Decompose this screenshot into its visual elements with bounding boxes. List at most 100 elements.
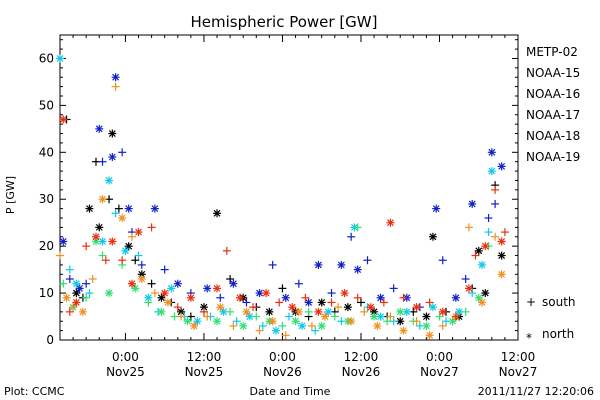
data-point-north xyxy=(98,195,107,204)
data-point-north xyxy=(239,321,248,330)
hemisphere-legend: + south * north xyxy=(526,295,576,345)
data-point-north xyxy=(137,275,146,283)
data-point-north xyxy=(265,307,274,316)
y-tick-label: 0 xyxy=(46,333,54,347)
data-point-north xyxy=(386,218,395,227)
data-point-north xyxy=(134,228,143,237)
data-point-south xyxy=(438,256,447,265)
data-point-south xyxy=(252,312,261,321)
data-point-north xyxy=(497,162,506,171)
data-point-north xyxy=(262,289,271,298)
y-tick-label: 50 xyxy=(39,98,54,112)
data-point-north xyxy=(474,293,483,302)
data-point-south xyxy=(379,298,388,307)
data-point-south xyxy=(222,246,231,255)
x-axis: 0:00Nov2512:00Nov250:00Nov2612:00Nov260:… xyxy=(59,35,538,379)
data-point-south xyxy=(199,307,208,316)
data-point-south xyxy=(82,293,91,302)
data-point-north xyxy=(497,270,506,279)
data-point-south xyxy=(311,326,320,335)
legend-entry: NOAA-19 xyxy=(526,150,580,164)
data-point-south xyxy=(491,199,500,208)
data-point-south xyxy=(249,303,258,312)
data-point-south xyxy=(360,307,369,316)
data-point-north xyxy=(242,307,251,316)
data-point-north xyxy=(95,223,104,232)
x-tick-date-label: Nov27 xyxy=(499,365,538,379)
data-point-north xyxy=(428,232,437,241)
data-point-south xyxy=(294,279,303,288)
data-point-south xyxy=(160,265,169,274)
x-tick-time-label: 12:00 xyxy=(187,350,222,364)
data-point-south xyxy=(101,256,110,265)
data-point-south xyxy=(65,265,74,274)
data-point-south xyxy=(65,307,74,316)
data-point-south xyxy=(65,275,74,283)
data-point-north xyxy=(72,279,81,288)
data-point-north xyxy=(157,293,166,302)
data-point-south xyxy=(389,284,398,293)
data-point-north xyxy=(343,303,352,312)
data-point-south xyxy=(258,321,267,330)
data-point-south xyxy=(425,298,434,307)
data-point-north xyxy=(399,326,408,335)
data-point-north xyxy=(85,204,94,213)
data-point-south xyxy=(203,312,212,321)
data-point-north xyxy=(497,237,506,246)
data-point-north xyxy=(474,246,483,255)
data-point-north xyxy=(428,303,437,312)
data-point-north xyxy=(108,129,117,138)
data-point-south xyxy=(471,251,480,260)
data-point-north xyxy=(216,303,225,312)
data-point-north xyxy=(478,260,487,269)
data-point-north xyxy=(213,317,222,326)
data-point-north xyxy=(298,321,307,330)
data-point-north xyxy=(157,307,166,316)
data-point-south xyxy=(85,289,94,298)
data-point-north xyxy=(281,293,290,302)
data-point-north xyxy=(304,298,313,307)
data-point-north xyxy=(255,289,264,298)
data-point-north xyxy=(438,307,447,316)
x-tick-date-label: Nov25 xyxy=(106,365,145,379)
data-point-south xyxy=(491,185,500,194)
data-point-south xyxy=(232,317,241,326)
data-point-south xyxy=(69,303,78,312)
data-point-south xyxy=(144,298,153,307)
hemisphere-label: south xyxy=(542,295,576,309)
data-point-south xyxy=(275,298,284,307)
data-point-south xyxy=(461,307,470,316)
series-noaa-19 xyxy=(59,115,509,321)
legend-entry: NOAA-17 xyxy=(526,108,580,122)
data-point-north xyxy=(376,293,385,302)
data-point-north xyxy=(268,317,277,326)
data-point-north xyxy=(425,331,434,340)
data-point-south xyxy=(229,321,238,330)
data-point-south xyxy=(150,289,159,298)
data-point-south xyxy=(484,214,493,222)
data-point-north xyxy=(108,237,117,246)
data-point-north xyxy=(121,246,130,255)
data-point-south xyxy=(347,232,356,241)
data-point-south xyxy=(177,312,186,321)
data-point-south xyxy=(111,82,120,91)
data-point-north xyxy=(203,284,212,293)
data-point-north xyxy=(190,321,199,330)
series-legend: METP-02 NOAA-15 NOAA-16 NOAA-17 NOAA-18 NOAA-… xyxy=(526,45,580,164)
data-point-north xyxy=(314,307,323,316)
data-point-north xyxy=(448,317,457,326)
data-point-north xyxy=(91,232,100,241)
data-point-north xyxy=(396,307,405,316)
data-point-south xyxy=(412,317,421,326)
data-point-south xyxy=(307,321,316,330)
data-point-south xyxy=(356,298,365,307)
data-point-south xyxy=(330,312,339,321)
data-point-north xyxy=(59,237,68,246)
data-point-north xyxy=(366,303,375,312)
y-axis-label: P [GW] xyxy=(4,176,17,214)
data-point-south xyxy=(399,293,408,302)
data-point-south xyxy=(363,256,372,265)
data-point-north xyxy=(314,260,323,269)
series-noaa-15 xyxy=(59,73,506,312)
